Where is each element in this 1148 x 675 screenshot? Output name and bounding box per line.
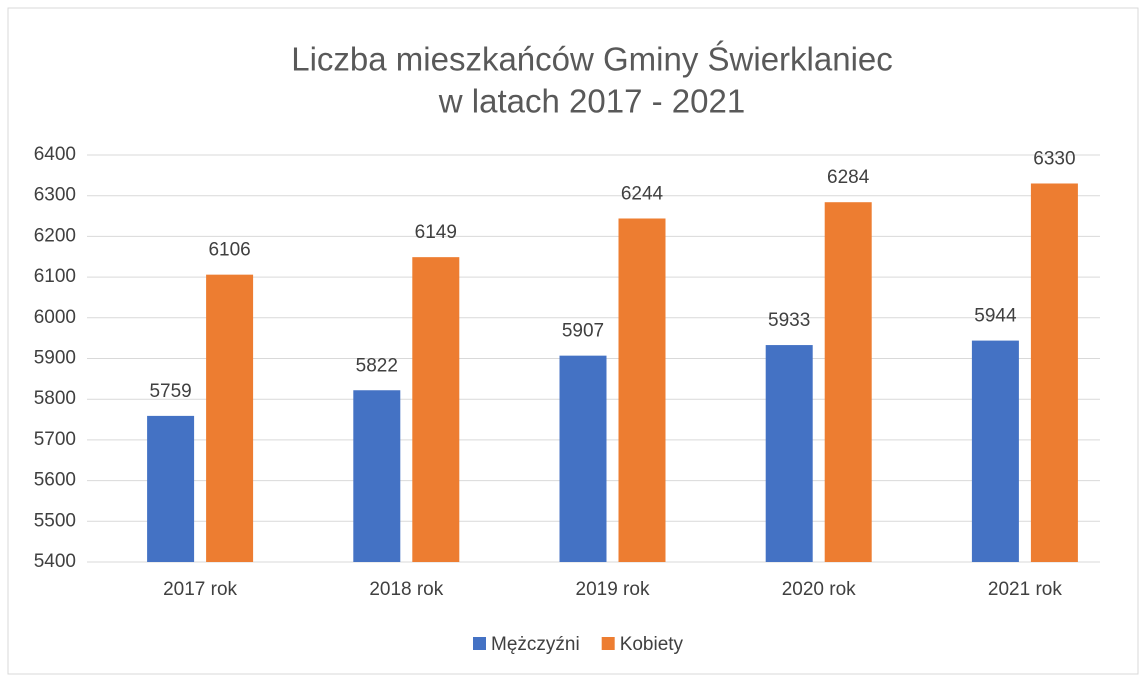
y-tick-label: 5400 [34, 551, 76, 572]
chart-frame [7, 7, 1139, 675]
y-tick-label: 5800 [34, 388, 76, 409]
bar [1030, 183, 1078, 563]
bar [618, 218, 666, 562]
x-tick-label: 2020 rok [782, 579, 856, 600]
chart-title: w latach 2017 - 2021 [438, 83, 745, 120]
data-label: 5907 [562, 321, 604, 342]
x-tick-label: 2021 rok [988, 579, 1062, 600]
data-label: 6284 [827, 167, 870, 188]
data-label: 6330 [1033, 149, 1075, 170]
y-tick-label: 5900 [34, 348, 76, 369]
x-tick-label: 2017 rok [163, 579, 237, 600]
bar [353, 390, 401, 562]
legend-swatch [601, 637, 615, 650]
x-tick-label: 2019 rok [576, 579, 650, 600]
bar [971, 340, 1019, 562]
y-tick-label: 6300 [34, 185, 76, 206]
bar [147, 415, 195, 562]
data-label: 5944 [974, 306, 1017, 327]
y-tick-label: 5500 [34, 510, 76, 531]
bar [206, 274, 254, 562]
y-tick-label: 6000 [34, 307, 76, 328]
y-tick-label: 6200 [34, 225, 76, 246]
legend-swatch [473, 637, 486, 650]
x-tick-label: 2018 rok [369, 579, 443, 600]
legend-label: Mężczyźni [491, 634, 580, 655]
data-label: 6106 [208, 240, 250, 261]
bar [765, 345, 813, 562]
bar [412, 257, 460, 562]
data-label: 5759 [149, 381, 191, 402]
y-tick-label: 5600 [34, 470, 76, 491]
legend-label: Kobiety [620, 634, 684, 655]
y-tick-label: 6100 [34, 266, 76, 287]
bar [559, 355, 607, 562]
data-label: 5933 [768, 310, 810, 331]
chart-title: Liczba mieszkańców Gminy Świerklaniec [291, 40, 893, 78]
data-label: 6149 [415, 222, 457, 243]
y-tick-label: 5700 [34, 429, 76, 450]
data-label: 6244 [621, 184, 664, 205]
data-label: 5822 [356, 355, 398, 376]
bar [824, 202, 872, 562]
y-tick-label: 6400 [34, 144, 76, 165]
